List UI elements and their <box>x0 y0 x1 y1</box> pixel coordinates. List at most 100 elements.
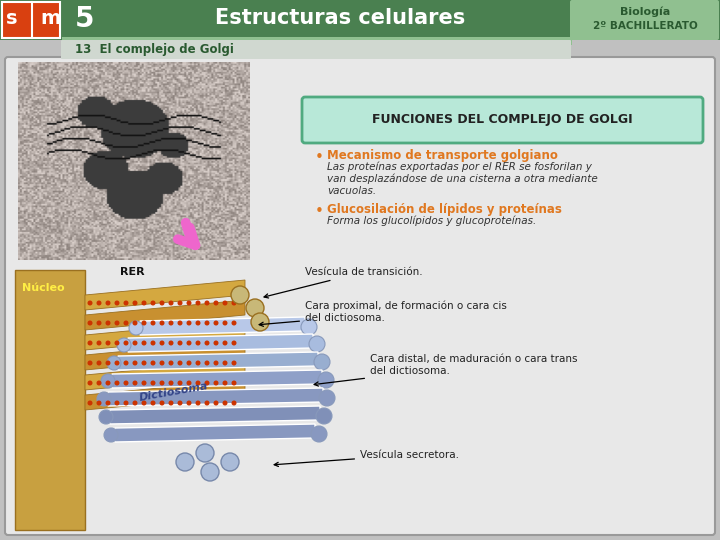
Circle shape <box>221 453 239 471</box>
Circle shape <box>133 321 137 325</box>
Circle shape <box>196 321 200 325</box>
Circle shape <box>223 381 227 385</box>
Circle shape <box>205 321 209 325</box>
Circle shape <box>301 319 317 335</box>
Text: Vesícula de transición.: Vesícula de transición. <box>264 267 423 298</box>
Polygon shape <box>115 424 315 442</box>
Text: Estructuras celulares: Estructuras celulares <box>215 8 465 28</box>
Circle shape <box>232 381 236 385</box>
Circle shape <box>104 428 118 442</box>
Circle shape <box>151 401 155 405</box>
Circle shape <box>133 401 137 405</box>
Circle shape <box>246 299 264 317</box>
Circle shape <box>232 401 236 405</box>
Circle shape <box>160 301 164 305</box>
Circle shape <box>215 381 218 385</box>
FancyBboxPatch shape <box>570 0 719 40</box>
Circle shape <box>160 321 164 325</box>
Circle shape <box>142 361 145 365</box>
Circle shape <box>251 313 269 331</box>
Text: FUNCIONES DEL COMPLEJO DE GOLGI: FUNCIONES DEL COMPLEJO DE GOLGI <box>372 113 633 126</box>
Circle shape <box>125 381 128 385</box>
Polygon shape <box>112 370 322 388</box>
Circle shape <box>187 321 191 325</box>
Polygon shape <box>85 380 245 410</box>
Text: Cara proximal, de formación o cara cis
del dictiosoma.: Cara proximal, de formación o cara cis d… <box>259 301 507 326</box>
Polygon shape <box>15 270 85 530</box>
Circle shape <box>223 301 227 305</box>
Circle shape <box>187 301 191 305</box>
Circle shape <box>215 321 218 325</box>
Circle shape <box>142 341 145 345</box>
Circle shape <box>160 401 164 405</box>
Circle shape <box>115 321 119 325</box>
Polygon shape <box>140 317 305 335</box>
Circle shape <box>169 401 173 405</box>
Circle shape <box>97 361 101 365</box>
Circle shape <box>311 426 327 442</box>
Circle shape <box>107 361 110 365</box>
Circle shape <box>142 301 145 305</box>
FancyBboxPatch shape <box>5 57 715 535</box>
Circle shape <box>89 381 92 385</box>
Circle shape <box>169 381 173 385</box>
FancyBboxPatch shape <box>302 97 703 143</box>
Text: 5: 5 <box>76 5 95 33</box>
Circle shape <box>133 381 137 385</box>
Polygon shape <box>85 340 245 370</box>
Polygon shape <box>85 280 245 310</box>
Circle shape <box>318 372 334 388</box>
Circle shape <box>115 361 119 365</box>
Polygon shape <box>128 334 313 352</box>
Circle shape <box>117 338 131 352</box>
Polygon shape <box>85 320 245 350</box>
Circle shape <box>151 361 155 365</box>
Circle shape <box>232 321 236 325</box>
Circle shape <box>232 301 236 305</box>
Circle shape <box>319 390 335 406</box>
FancyBboxPatch shape <box>17 278 81 296</box>
Circle shape <box>89 361 92 365</box>
Text: Glucosilación de lípidos y proteínas: Glucosilación de lípidos y proteínas <box>327 203 562 216</box>
Circle shape <box>107 321 110 325</box>
Circle shape <box>223 321 227 325</box>
Circle shape <box>125 341 128 345</box>
Circle shape <box>215 301 218 305</box>
Circle shape <box>187 361 191 365</box>
Polygon shape <box>85 300 245 330</box>
Text: vacuolas.: vacuolas. <box>327 186 376 196</box>
Circle shape <box>196 444 214 462</box>
FancyBboxPatch shape <box>61 40 571 59</box>
Circle shape <box>142 321 145 325</box>
Circle shape <box>205 341 209 345</box>
Circle shape <box>205 401 209 405</box>
Circle shape <box>97 321 101 325</box>
Circle shape <box>133 301 137 305</box>
Circle shape <box>107 301 110 305</box>
Text: Forma los glucolípidos y glucoproteínas.: Forma los glucolípidos y glucoproteínas. <box>327 216 536 226</box>
Circle shape <box>205 301 209 305</box>
Circle shape <box>125 401 128 405</box>
Circle shape <box>187 341 191 345</box>
Circle shape <box>196 401 200 405</box>
Circle shape <box>107 341 110 345</box>
Circle shape <box>179 361 181 365</box>
Circle shape <box>125 301 128 305</box>
Circle shape <box>196 361 200 365</box>
Circle shape <box>169 321 173 325</box>
Circle shape <box>205 361 209 365</box>
Circle shape <box>179 301 181 305</box>
Circle shape <box>176 453 194 471</box>
Text: Vesícula secretora.: Vesícula secretora. <box>274 450 459 467</box>
Circle shape <box>187 401 191 405</box>
Circle shape <box>316 408 332 424</box>
Circle shape <box>231 286 249 304</box>
Bar <box>62 37 572 45</box>
Text: s: s <box>6 10 18 29</box>
Circle shape <box>215 361 218 365</box>
Circle shape <box>133 361 137 365</box>
Circle shape <box>223 341 227 345</box>
Polygon shape <box>110 406 320 424</box>
Text: •: • <box>315 204 324 219</box>
Circle shape <box>97 301 101 305</box>
